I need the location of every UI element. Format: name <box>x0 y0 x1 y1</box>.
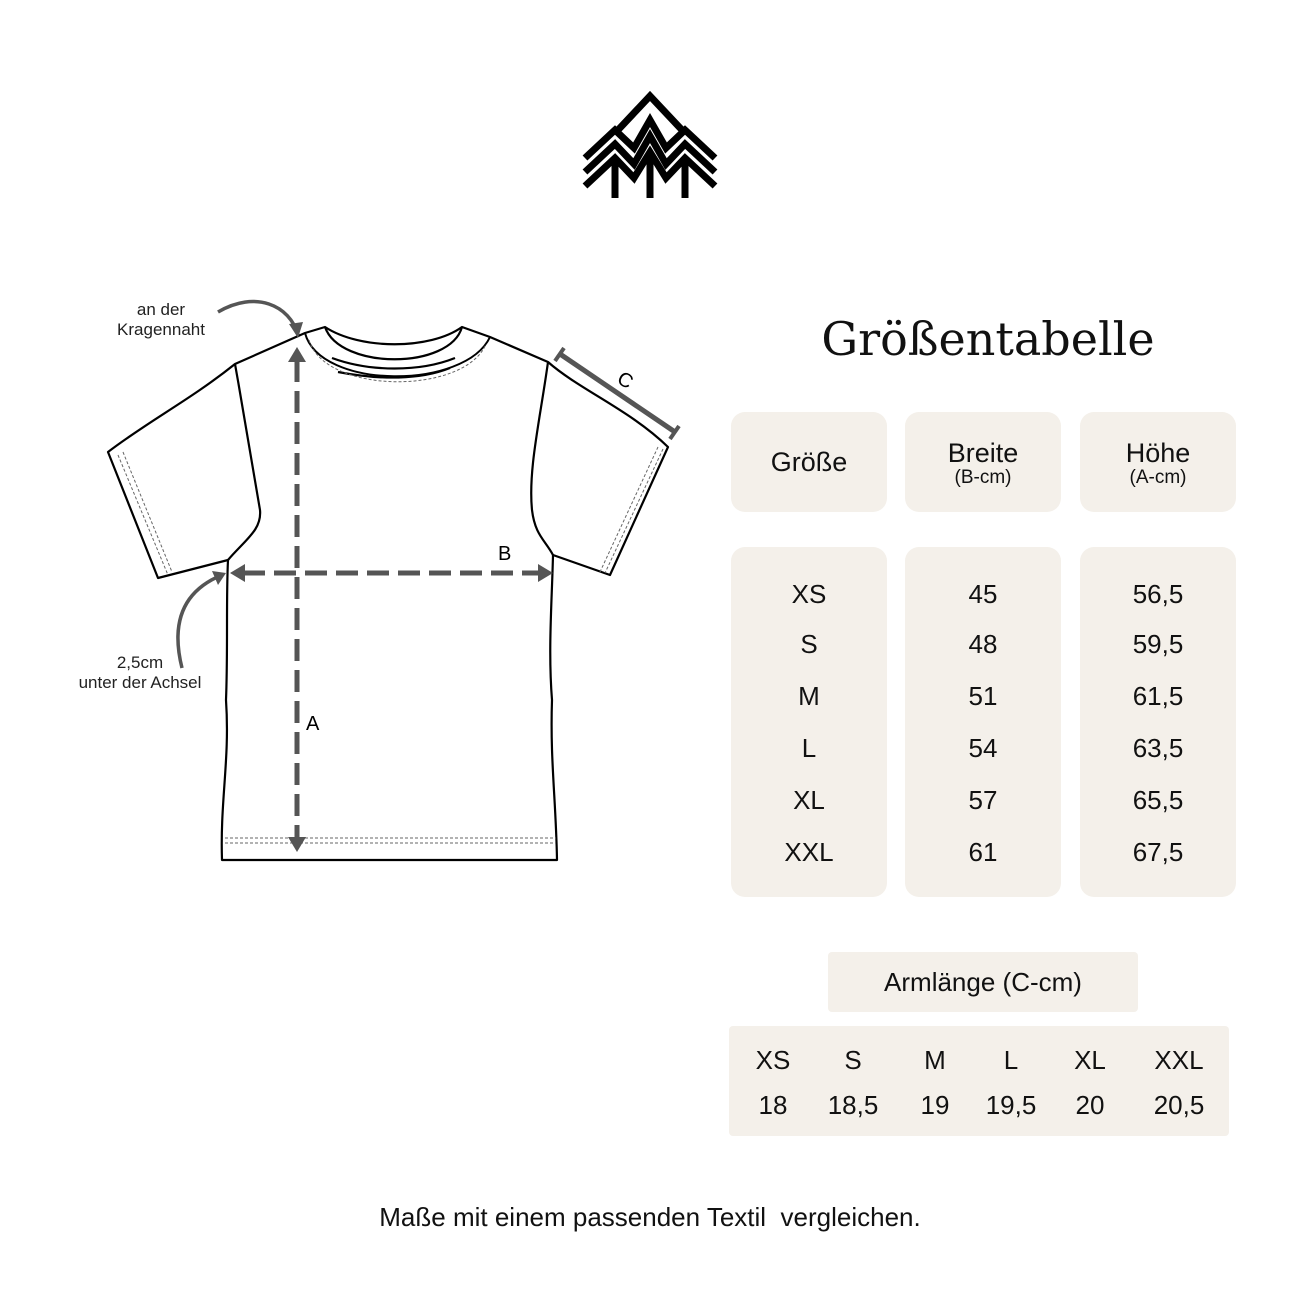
breite-cell: 48 <box>968 629 998 659</box>
note-armpit: 2,5cm unter der Achsel <box>60 653 220 693</box>
note-line: Kragennaht <box>117 320 205 339</box>
note-line: unter der Achsel <box>78 673 202 692</box>
footer-note: Maße mit einem passenden Textil vergleic… <box>379 1202 921 1232</box>
arm-size: M <box>924 1045 946 1075</box>
header-label: Höhe <box>1125 437 1191 468</box>
size-cell: XL <box>793 785 825 815</box>
arm-value: 18,5 <box>827 1090 879 1120</box>
label-b: B <box>498 543 511 565</box>
arm-header-label: Armlänge (C-cm) <box>884 966 1082 997</box>
breite-cell: 54 <box>968 733 998 763</box>
note-line: an der <box>136 300 186 319</box>
hoehe-cell: 59,5 <box>1132 629 1184 659</box>
hoehe-cell: 56,5 <box>1132 579 1184 609</box>
size-cell: M <box>798 681 820 711</box>
hoehe-cell: 63,5 <box>1132 733 1184 763</box>
header-groesse: Größe <box>731 412 887 512</box>
arm-header: Armlänge (C-cm) <box>828 952 1138 1012</box>
breite-cell: 45 <box>968 579 998 609</box>
hoehe-cell: 61,5 <box>1132 681 1184 711</box>
breite-cell: 51 <box>968 681 998 711</box>
page-title: Größentabelle <box>821 312 1155 366</box>
header-sub: (A-cm) <box>1129 466 1187 488</box>
breite-cell: 57 <box>968 785 998 815</box>
arm-value: 20,5 <box>1153 1090 1205 1120</box>
size-cell: L <box>801 733 817 763</box>
header-hoehe: Höhe (A-cm) <box>1080 412 1236 512</box>
tree-logo <box>582 90 718 198</box>
hoehe-cell: 65,5 <box>1132 785 1184 815</box>
header-label: Breite <box>947 437 1019 468</box>
note-line: 2,5cm <box>116 653 164 672</box>
arm-value: 19,5 <box>985 1090 1037 1120</box>
tshirt-diagram: A B C <box>106 299 681 862</box>
column-breite: 45 48 51 54 57 61 <box>905 547 1061 897</box>
arm-value: 19 <box>920 1090 950 1120</box>
size-cell: XS <box>791 579 827 609</box>
size-cell: XXL <box>784 837 834 867</box>
note-collar: an der Kragennaht <box>96 300 226 340</box>
arm-size: XS <box>755 1045 791 1075</box>
arm-size: XL <box>1074 1045 1106 1075</box>
tshirt-outline <box>106 325 670 862</box>
column-hoehe: 56,5 59,5 61,5 63,5 65,5 67,5 <box>1080 547 1236 897</box>
arm-size: L <box>1003 1045 1019 1075</box>
header-breite: Breite (B-cm) <box>905 412 1061 512</box>
header-sub: (B-cm) <box>954 466 1012 488</box>
hoehe-cell: 67,5 <box>1132 837 1184 867</box>
label-a: A <box>306 713 320 735</box>
size-cell: S <box>800 629 818 659</box>
header-label: Größe <box>770 446 848 477</box>
arm-value: 18 <box>758 1090 788 1120</box>
breite-cell: 61 <box>968 837 998 867</box>
arm-size: S <box>844 1045 862 1075</box>
arm-value: 20 <box>1075 1090 1105 1120</box>
arm-size: XXL <box>1154 1045 1204 1075</box>
column-sizes: XS S M L XL XXL <box>731 547 887 897</box>
arm-table: XS 18 S 18,5 M 19 L 19,5 XL 20 XXL 20,5 <box>729 1026 1229 1136</box>
